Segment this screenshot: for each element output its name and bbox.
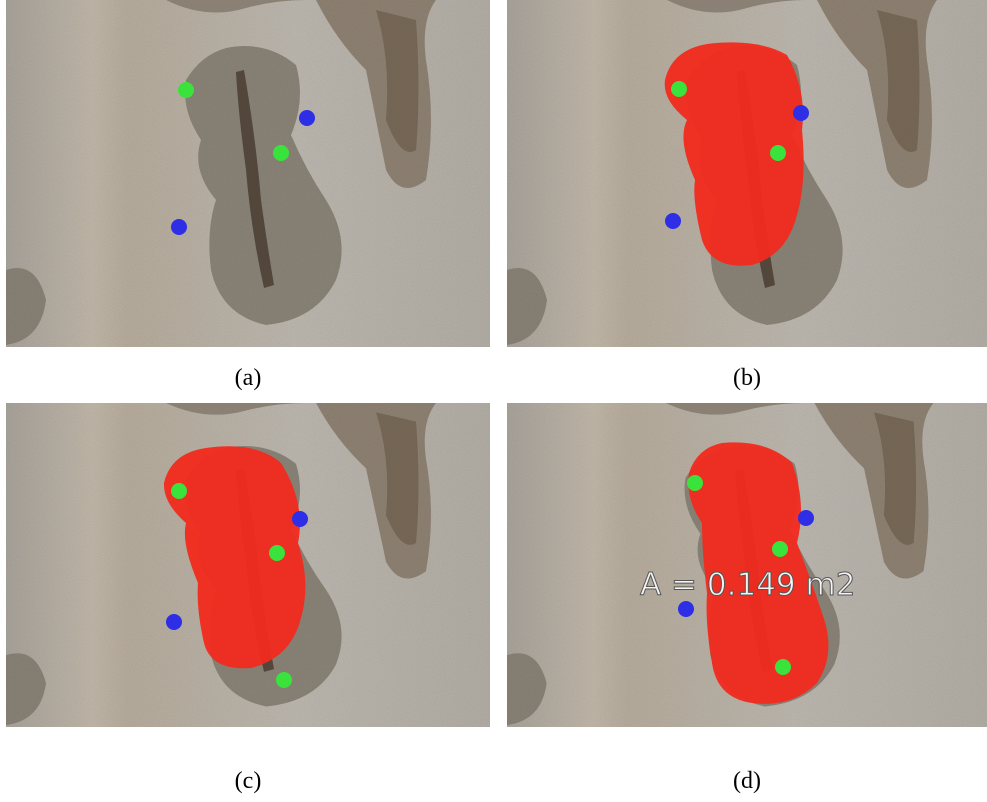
positive-point [772,541,788,557]
panel-a [6,0,490,347]
figure: (a) (b) (c) A = 0.149 m2 (d) [0,0,987,802]
negative-point [798,510,814,526]
caption: (b) [733,365,761,391]
positive-point [770,145,786,161]
negative-point [299,110,315,126]
negative-point [292,511,308,527]
negative-point [166,614,182,630]
positive-point [178,82,194,98]
negative-point [678,601,694,617]
panel-c [6,403,490,727]
positive-point [269,545,285,561]
area-annotation: A = 0.149 m2 [640,567,855,603]
panel-b [507,0,987,347]
caption: (d) [733,768,761,794]
positive-point [273,145,289,161]
positive-point [276,672,292,688]
caption: (c) [235,768,262,794]
panel-d: A = 0.149 m2 [507,403,987,727]
positive-point [775,659,791,675]
negative-point [171,219,187,235]
positive-point [171,483,187,499]
photo [6,0,490,347]
positive-point [671,81,687,97]
positive-point [687,475,703,491]
negative-point [793,105,809,121]
negative-point [665,213,681,229]
caption: (a) [235,365,262,391]
